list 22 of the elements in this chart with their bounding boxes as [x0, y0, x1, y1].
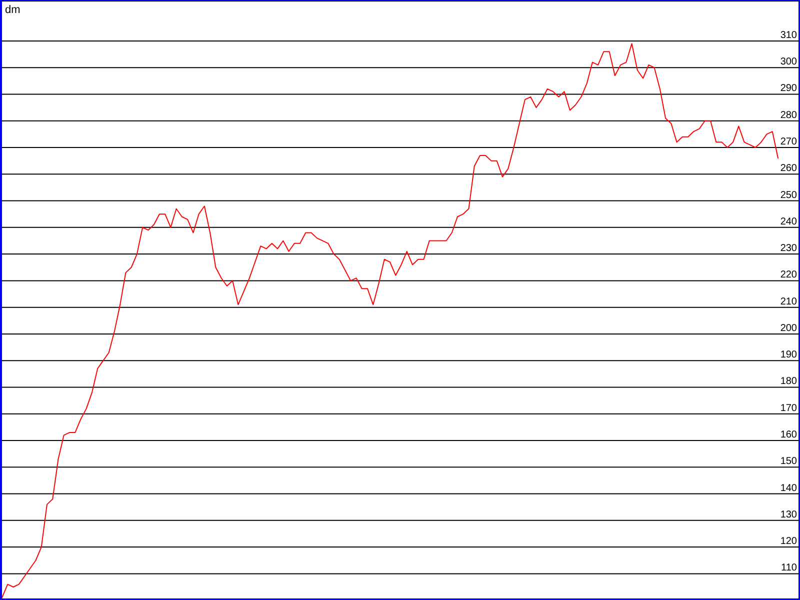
y-tick-label: 270 — [780, 136, 798, 148]
y-tick-label: 200 — [780, 322, 798, 334]
y-tick-label: 300 — [780, 56, 798, 68]
y-tick-label: 280 — [780, 110, 798, 121]
y-tick-label: 140 — [780, 482, 798, 494]
y-tick-label: 170 — [780, 402, 798, 414]
y-tick-label: 310 — [780, 30, 798, 41]
y-tick-label: 230 — [780, 243, 798, 254]
y-tick-label: 150 — [780, 456, 798, 468]
y-tick-label: 180 — [780, 376, 798, 388]
y-tick-label: 110 — [781, 562, 798, 574]
y-tick-label: 250 — [780, 190, 798, 201]
y-tick-label: 130 — [780, 509, 798, 520]
y-tick-label: 220 — [780, 270, 798, 281]
y-tick-label: 190 — [780, 350, 798, 361]
y-tick-label: 120 — [780, 536, 798, 548]
y-tick-label: 240 — [780, 216, 798, 228]
y-axis-title: dm — [5, 4, 20, 16]
y-tick-label: 210 — [780, 296, 798, 308]
y-tick-label: 160 — [780, 430, 798, 441]
y-tick-label: 290 — [780, 83, 798, 94]
y-tick-label: 260 — [780, 163, 798, 174]
